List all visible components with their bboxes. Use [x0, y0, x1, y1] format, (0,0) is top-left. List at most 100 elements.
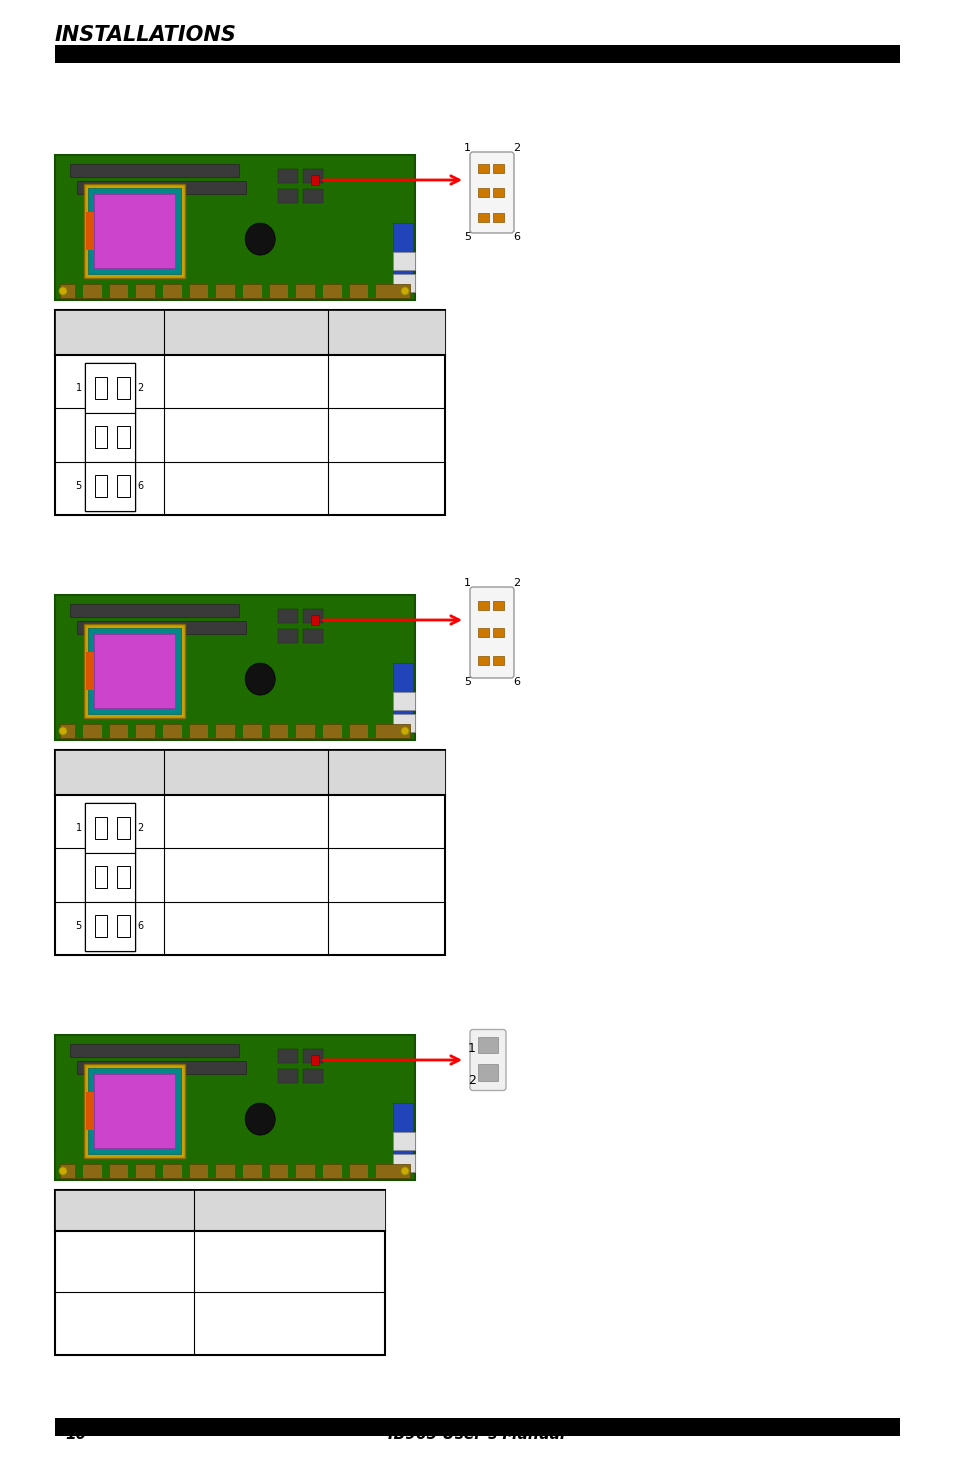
Bar: [84, 624, 185, 718]
Bar: [288, 285, 296, 298]
Bar: [278, 170, 298, 183]
Bar: [477, 1065, 497, 1081]
Ellipse shape: [400, 1167, 409, 1176]
Bar: [477, 164, 489, 173]
Bar: [85, 901, 134, 951]
Bar: [93, 634, 174, 708]
Bar: [393, 1103, 413, 1158]
Bar: [181, 1164, 190, 1179]
Bar: [311, 615, 318, 625]
Bar: [86, 212, 93, 249]
Bar: [278, 1049, 298, 1063]
Text: 5: 5: [75, 922, 82, 931]
Bar: [477, 212, 489, 221]
Bar: [75, 285, 83, 298]
Bar: [55, 1190, 385, 1232]
Bar: [93, 1074, 174, 1148]
Bar: [314, 285, 323, 298]
Bar: [129, 1164, 136, 1179]
Bar: [85, 363, 134, 413]
Bar: [55, 46, 899, 63]
Ellipse shape: [245, 1103, 274, 1136]
Bar: [77, 1061, 246, 1074]
Bar: [55, 1190, 385, 1356]
Bar: [311, 176, 318, 184]
Bar: [393, 692, 415, 709]
Bar: [493, 628, 504, 637]
Bar: [234, 285, 243, 298]
Bar: [477, 656, 489, 665]
Bar: [477, 187, 489, 198]
Bar: [303, 609, 323, 622]
Bar: [84, 184, 185, 279]
Bar: [341, 724, 350, 738]
Bar: [393, 1153, 415, 1173]
Bar: [94, 916, 107, 938]
Bar: [303, 170, 323, 183]
Bar: [55, 310, 444, 515]
Bar: [117, 817, 130, 839]
Text: 1: 1: [75, 384, 82, 392]
Bar: [85, 462, 134, 510]
Bar: [55, 1035, 415, 1180]
Bar: [278, 609, 298, 622]
FancyBboxPatch shape: [470, 587, 514, 679]
Bar: [208, 285, 216, 298]
Bar: [477, 628, 489, 637]
Text: 6: 6: [513, 232, 519, 242]
Text: 1: 1: [75, 823, 82, 833]
Bar: [393, 252, 415, 270]
Bar: [303, 1069, 323, 1083]
Text: 2: 2: [513, 578, 519, 589]
Bar: [314, 1164, 323, 1179]
Bar: [60, 285, 410, 298]
Bar: [181, 724, 190, 738]
Text: 5: 5: [75, 481, 82, 491]
Bar: [154, 285, 163, 298]
Bar: [117, 376, 130, 400]
Bar: [88, 1068, 180, 1155]
Bar: [55, 594, 415, 740]
Ellipse shape: [245, 223, 274, 255]
Bar: [493, 164, 504, 173]
Bar: [477, 600, 489, 609]
Bar: [278, 189, 298, 204]
Bar: [368, 285, 375, 298]
Bar: [393, 664, 413, 718]
Bar: [368, 724, 375, 738]
Bar: [341, 1164, 350, 1179]
Bar: [261, 285, 270, 298]
Bar: [77, 621, 246, 634]
Text: IB965 User’s Manual: IB965 User’s Manual: [388, 1426, 565, 1443]
Bar: [493, 212, 504, 221]
Ellipse shape: [59, 288, 67, 295]
Text: 2: 2: [137, 823, 144, 833]
Text: 2: 2: [513, 143, 519, 153]
Bar: [85, 853, 134, 901]
Bar: [393, 1131, 415, 1150]
Bar: [84, 1063, 185, 1158]
Bar: [93, 195, 174, 268]
Text: 6: 6: [137, 922, 144, 931]
Text: 1: 1: [463, 143, 471, 153]
Ellipse shape: [245, 664, 274, 695]
Bar: [261, 1164, 270, 1179]
Bar: [261, 724, 270, 738]
Bar: [234, 1164, 243, 1179]
FancyBboxPatch shape: [470, 152, 514, 233]
Bar: [77, 181, 246, 195]
Bar: [129, 285, 136, 298]
Bar: [278, 628, 298, 643]
Bar: [75, 724, 83, 738]
Bar: [55, 749, 444, 795]
Bar: [303, 189, 323, 204]
Bar: [493, 187, 504, 198]
Bar: [85, 804, 134, 853]
Bar: [86, 652, 93, 690]
Bar: [393, 274, 415, 292]
Bar: [117, 426, 130, 448]
Bar: [117, 475, 130, 497]
Text: 5: 5: [463, 232, 471, 242]
Bar: [303, 1049, 323, 1063]
Bar: [117, 916, 130, 938]
